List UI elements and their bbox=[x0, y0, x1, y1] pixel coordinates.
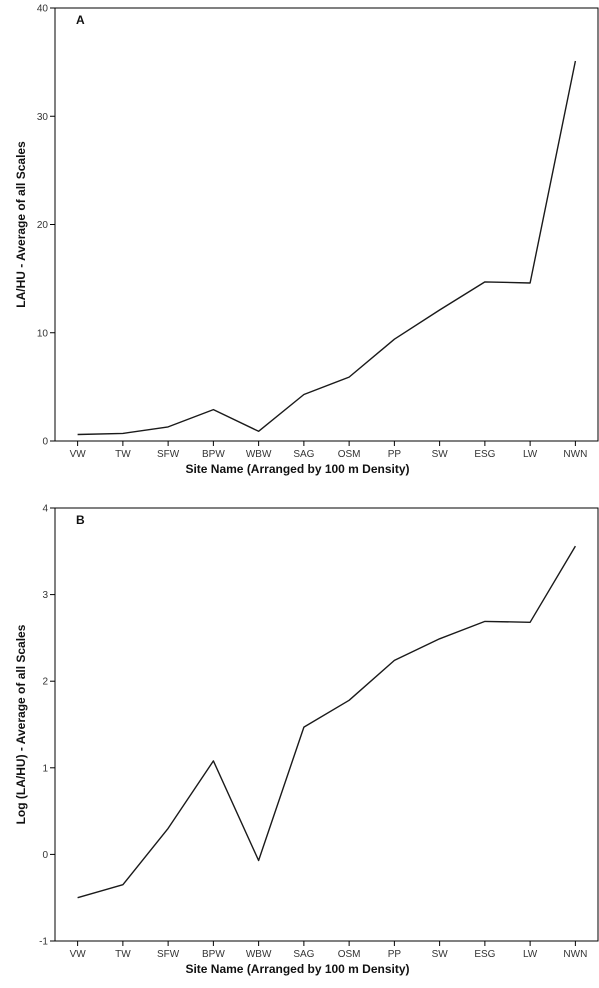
y-tick-label: 0 bbox=[42, 437, 48, 448]
y-tick-label: -1 bbox=[39, 937, 48, 948]
y-tick-label: 1 bbox=[42, 763, 48, 774]
x-tick-label: TW bbox=[115, 949, 131, 960]
x-tick-label: TW bbox=[115, 449, 131, 460]
x-tick-label: LW bbox=[523, 949, 538, 960]
x-tick-label: SFW bbox=[157, 949, 180, 960]
x-tick-label: BPW bbox=[202, 949, 225, 960]
y-tick-label: 3 bbox=[42, 590, 48, 601]
x-tick-label: BPW bbox=[202, 449, 225, 460]
x-tick-label: NWN bbox=[563, 449, 587, 460]
series-line bbox=[77, 545, 577, 899]
x-tick-label: PP bbox=[388, 449, 402, 460]
y-axis-title: Log (LA/HU) - Average of all Scales bbox=[14, 624, 28, 824]
x-tick-label: SAG bbox=[293, 449, 314, 460]
x-tick-label: SW bbox=[432, 949, 449, 960]
y-axis-title: LA/HU - Average of all Scales bbox=[14, 141, 28, 308]
x-tick-label: VW bbox=[70, 449, 87, 460]
x-axis-title: Site Name (Arranged by 100 m Density) bbox=[185, 462, 409, 476]
x-tick-label: SFW bbox=[157, 449, 180, 460]
chart-panel-b: B -1 0 1 2 3 4 VW TW SFW BPW WBW SAG OSM PP SW ESG LW NWN S… bbox=[14, 504, 599, 976]
x-tick-label: PP bbox=[388, 949, 402, 960]
x-tick-label: OSM bbox=[338, 449, 361, 460]
y-tick-label: 10 bbox=[37, 328, 49, 339]
panel-label: A bbox=[76, 13, 85, 27]
panel-label: B bbox=[76, 513, 85, 527]
x-tick-label: OSM bbox=[338, 949, 361, 960]
series-line bbox=[77, 60, 577, 436]
x-tick-label: SAG bbox=[293, 949, 314, 960]
x-axis-title: Site Name (Arranged by 100 m Density) bbox=[185, 962, 409, 976]
y-tick-label: 0 bbox=[42, 850, 48, 861]
x-tick-label: WBW bbox=[246, 949, 272, 960]
y-tick-label: 40 bbox=[37, 4, 49, 15]
y-tick-label: 2 bbox=[42, 677, 48, 688]
x-tick-label: NWN bbox=[563, 949, 587, 960]
plot-frame bbox=[54, 507, 599, 942]
x-tick-label: VW bbox=[70, 949, 87, 960]
chart-panel-a: A 0 10 20 30 40 VW TW SFW BPW WBW SAG OSM PP SW ESG LW NW… bbox=[14, 4, 599, 476]
y-tick-label: 4 bbox=[42, 504, 48, 515]
x-tick-label: WBW bbox=[246, 449, 272, 460]
plot-frame bbox=[54, 7, 599, 442]
y-tick-label: 30 bbox=[37, 112, 49, 123]
x-tick-label: ESG bbox=[474, 449, 495, 460]
x-tick-label: LW bbox=[523, 449, 538, 460]
y-tick-label: 20 bbox=[37, 220, 49, 231]
x-tick-label: SW bbox=[432, 449, 449, 460]
x-tick-label: ESG bbox=[474, 949, 495, 960]
